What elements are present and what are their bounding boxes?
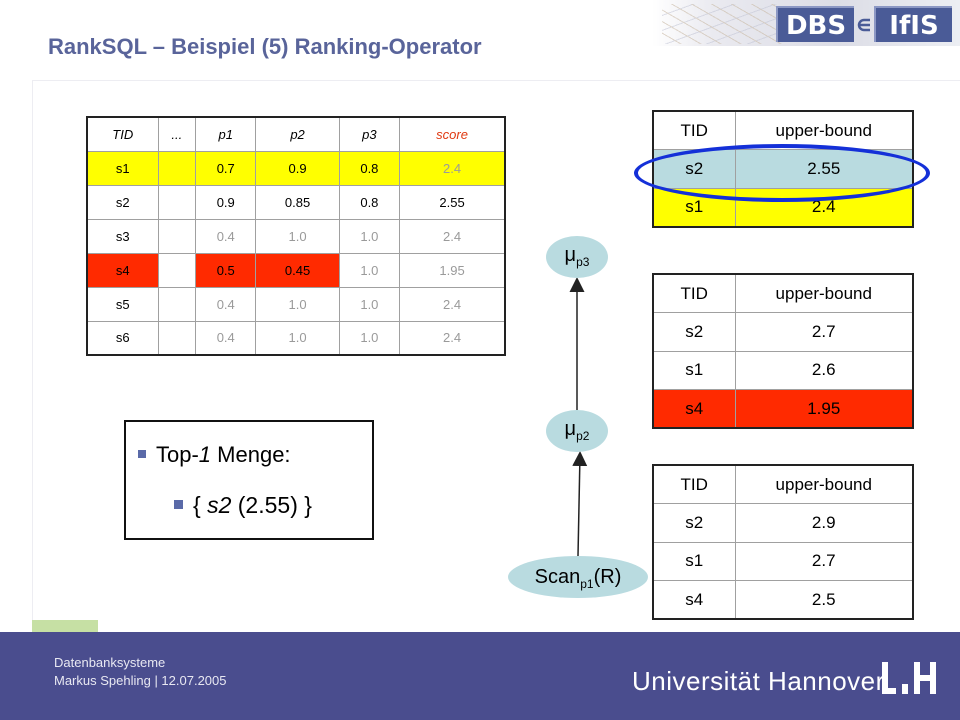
table-row: s6 0.4 1.0 1.0 2.4 bbox=[86, 320, 506, 356]
mu-symbol: μ bbox=[564, 418, 577, 440]
table-row: s1 0.7 0.9 0.8 2.4 bbox=[86, 150, 506, 186]
cell-p2: 1.0 bbox=[255, 320, 340, 356]
square-bullet-icon bbox=[174, 500, 183, 510]
queue-header-row: TID upper-bound bbox=[652, 110, 914, 150]
cell-p1: 0.4 bbox=[195, 320, 257, 356]
cell-p1: 0.5 bbox=[195, 252, 257, 288]
cell-p1: 0.4 bbox=[195, 286, 257, 322]
highlight-ellipse bbox=[634, 144, 930, 202]
cell-score: 1.95 bbox=[399, 252, 506, 288]
institute-logo: DBS IfIS bbox=[652, 0, 960, 46]
col-header-score: score bbox=[399, 116, 506, 152]
cell-upper-bound: 2.7 bbox=[734, 541, 914, 581]
result-tid: s2 bbox=[207, 492, 232, 518]
mu-p3-subscript: p3 bbox=[576, 255, 590, 269]
result-box: Top-1 Menge: { s2 (2.55) } bbox=[124, 420, 374, 540]
cell-p3: 1.0 bbox=[338, 286, 401, 322]
cell-p1: 0.4 bbox=[195, 218, 257, 254]
result-heading-suffix: Menge: bbox=[211, 442, 291, 467]
cell-tid: s6 bbox=[86, 320, 159, 356]
operator-mu-p2: μp2 bbox=[546, 410, 608, 452]
table-row: s4 1.95 bbox=[652, 389, 914, 429]
cell-dots bbox=[157, 286, 197, 322]
table-row: s2 2.7 bbox=[652, 312, 914, 352]
cell-p3: 0.8 bbox=[338, 150, 401, 186]
cell-p3: 1.0 bbox=[338, 320, 401, 356]
cell-upper-bound: 2.7 bbox=[734, 312, 914, 352]
cell-tid: s4 bbox=[652, 389, 736, 429]
result-k: 1 bbox=[198, 442, 212, 467]
cell-p3: 0.8 bbox=[338, 184, 401, 220]
title-divider bbox=[32, 80, 960, 81]
scan-label: Scan bbox=[534, 566, 581, 588]
cell-tid: s2 bbox=[86, 184, 159, 220]
col-header-tid: TID bbox=[86, 116, 159, 152]
scan-subscript: p1 bbox=[580, 577, 594, 591]
table-row: s4 0.5 0.45 1.0 1.95 bbox=[86, 252, 506, 288]
university-logo-icon bbox=[882, 662, 936, 694]
table-row: s2 2.9 bbox=[652, 503, 914, 543]
queue-table-scan: TID upper-bound s2 2.9 s1 2.7 s4 2.5 bbox=[652, 464, 914, 620]
left-divider bbox=[32, 80, 33, 620]
logo-graph-decoration bbox=[662, 4, 787, 44]
operator-mu-p3: μp3 bbox=[546, 236, 608, 278]
cell-score: 2.4 bbox=[399, 320, 506, 356]
footer-info: Datenbanksysteme Markus Spehling | 12.07… bbox=[54, 654, 227, 690]
result-set-close: (2.55) } bbox=[231, 492, 312, 518]
cell-tid: s4 bbox=[652, 580, 736, 620]
element-of-icon bbox=[857, 18, 870, 32]
col-header-tid: TID bbox=[652, 464, 736, 504]
cell-p2: 0.9 bbox=[255, 150, 340, 186]
cell-score: 2.4 bbox=[399, 218, 506, 254]
table-row: s4 2.5 bbox=[652, 580, 914, 620]
cell-dots bbox=[157, 320, 197, 356]
result-heading: Top-1 Menge: bbox=[138, 442, 291, 468]
square-bullet-icon bbox=[138, 450, 146, 459]
university-name: Universität Hannover bbox=[632, 666, 885, 696]
cell-p1: 0.9 bbox=[195, 184, 257, 220]
footer-course: Datenbanksysteme bbox=[54, 655, 166, 670]
queue-table-mu-p2: TID upper-bound s2 2.7 s1 2.6 s4 1.95 bbox=[652, 273, 914, 429]
cell-p2: 0.85 bbox=[255, 184, 340, 220]
table-row: s1 2.6 bbox=[652, 350, 914, 390]
cell-p2: 0.45 bbox=[255, 252, 340, 288]
table-row: s2 0.9 0.85 0.8 2.55 bbox=[86, 184, 506, 220]
slide-title: RankSQL – Beispiel (5) Ranking-Operator bbox=[48, 34, 482, 59]
cell-tid: s2 bbox=[652, 312, 736, 352]
footer: Datenbanksysteme Markus Spehling | 12.07… bbox=[0, 632, 960, 720]
result-set: { s2 (2.55) } bbox=[174, 492, 312, 519]
cell-p3: 1.0 bbox=[338, 252, 401, 288]
operator-scan: Scanp1(R) bbox=[508, 556, 648, 598]
cell-dots bbox=[157, 150, 197, 186]
logo-ifis: IfIS bbox=[874, 6, 952, 42]
relation-table: TID ... p1 p2 p3 score s1 0.7 0.9 0.8 2.… bbox=[86, 116, 506, 356]
cell-p1: 0.7 bbox=[195, 150, 257, 186]
cell-score: 2.4 bbox=[399, 286, 506, 322]
cell-p2: 1.0 bbox=[255, 218, 340, 254]
cell-upper-bound: 1.95 bbox=[734, 389, 914, 429]
scan-argument: (R) bbox=[593, 566, 622, 588]
col-header-p3: p3 bbox=[338, 116, 401, 152]
col-header-dots: ... bbox=[157, 116, 197, 152]
mu-symbol: μ bbox=[564, 244, 577, 266]
cell-tid: s5 bbox=[86, 286, 159, 322]
logo-dbs: DBS bbox=[776, 6, 854, 42]
result-heading-prefix: Top- bbox=[156, 442, 199, 467]
table-row: s1 2.7 bbox=[652, 541, 914, 581]
mu-p2-subscript: p2 bbox=[576, 429, 590, 443]
table-row: s5 0.4 1.0 1.0 2.4 bbox=[86, 286, 506, 322]
cell-dots bbox=[157, 184, 197, 220]
footer-accent-bar bbox=[32, 620, 98, 632]
footer-author-date: Markus Spehling | 12.07.2005 bbox=[54, 673, 227, 688]
cell-upper-bound: 2.5 bbox=[734, 580, 914, 620]
cell-upper-bound: 2.6 bbox=[734, 350, 914, 390]
col-header-upper-bound: upper-bound bbox=[734, 464, 914, 504]
queue-header-row: TID upper-bound bbox=[652, 464, 914, 504]
cell-dots bbox=[157, 252, 197, 288]
result-set-open: { bbox=[193, 492, 208, 518]
col-header-p2: p2 bbox=[255, 116, 340, 152]
arrow-scan-to-mu-p2 bbox=[572, 451, 588, 557]
